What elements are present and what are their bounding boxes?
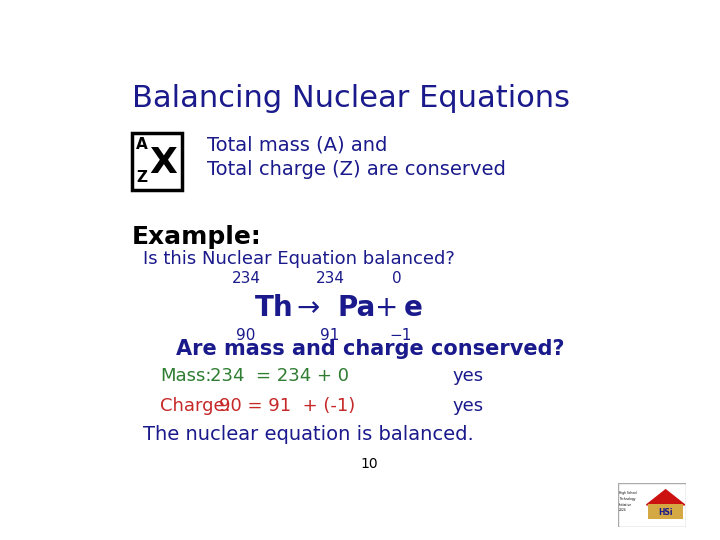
Text: Total charge (Z) are conserved: Total charge (Z) are conserved bbox=[207, 160, 506, 179]
Text: 90: 90 bbox=[236, 328, 256, 343]
Text: →: → bbox=[297, 294, 320, 322]
Text: yes: yes bbox=[453, 397, 484, 415]
Text: +: + bbox=[374, 294, 398, 322]
Bar bbox=[648, 504, 683, 519]
Text: 234: 234 bbox=[233, 272, 261, 286]
Text: X: X bbox=[149, 146, 177, 180]
Text: Pa: Pa bbox=[337, 294, 375, 322]
Text: Are mass and charge conserved?: Are mass and charge conserved? bbox=[176, 339, 565, 359]
Text: Mass:: Mass: bbox=[160, 367, 211, 384]
Text: 91: 91 bbox=[320, 328, 339, 343]
Text: 234  = 234 + 0: 234 = 234 + 0 bbox=[210, 367, 349, 384]
Text: −1: −1 bbox=[389, 328, 411, 343]
Text: The nuclear equation is balanced.: The nuclear equation is balanced. bbox=[143, 426, 474, 444]
Text: Total mass (A) and: Total mass (A) and bbox=[207, 136, 387, 154]
Text: 2024: 2024 bbox=[619, 508, 626, 512]
Text: Th: Th bbox=[255, 294, 293, 322]
Text: 0: 0 bbox=[392, 272, 402, 286]
Text: 10: 10 bbox=[360, 457, 378, 471]
Text: Charge:: Charge: bbox=[160, 397, 230, 415]
Text: HSi: HSi bbox=[658, 508, 673, 517]
Text: Is this Nuclear Equation balanced?: Is this Nuclear Equation balanced? bbox=[143, 250, 455, 268]
Text: A: A bbox=[136, 137, 148, 152]
Text: Z: Z bbox=[136, 171, 148, 185]
Text: Example:: Example: bbox=[132, 225, 261, 249]
Polygon shape bbox=[647, 490, 685, 505]
Text: 90 = 91  + (-1): 90 = 91 + (-1) bbox=[220, 397, 356, 415]
Text: Balancing Nuclear Equations: Balancing Nuclear Equations bbox=[132, 84, 570, 112]
Text: e: e bbox=[404, 294, 423, 322]
Text: Initiative: Initiative bbox=[619, 503, 632, 507]
Text: High School: High School bbox=[619, 491, 637, 495]
Text: yes: yes bbox=[453, 367, 484, 384]
Text: Technology: Technology bbox=[619, 497, 636, 501]
Bar bbox=[132, 133, 182, 190]
Text: 234: 234 bbox=[316, 272, 345, 286]
